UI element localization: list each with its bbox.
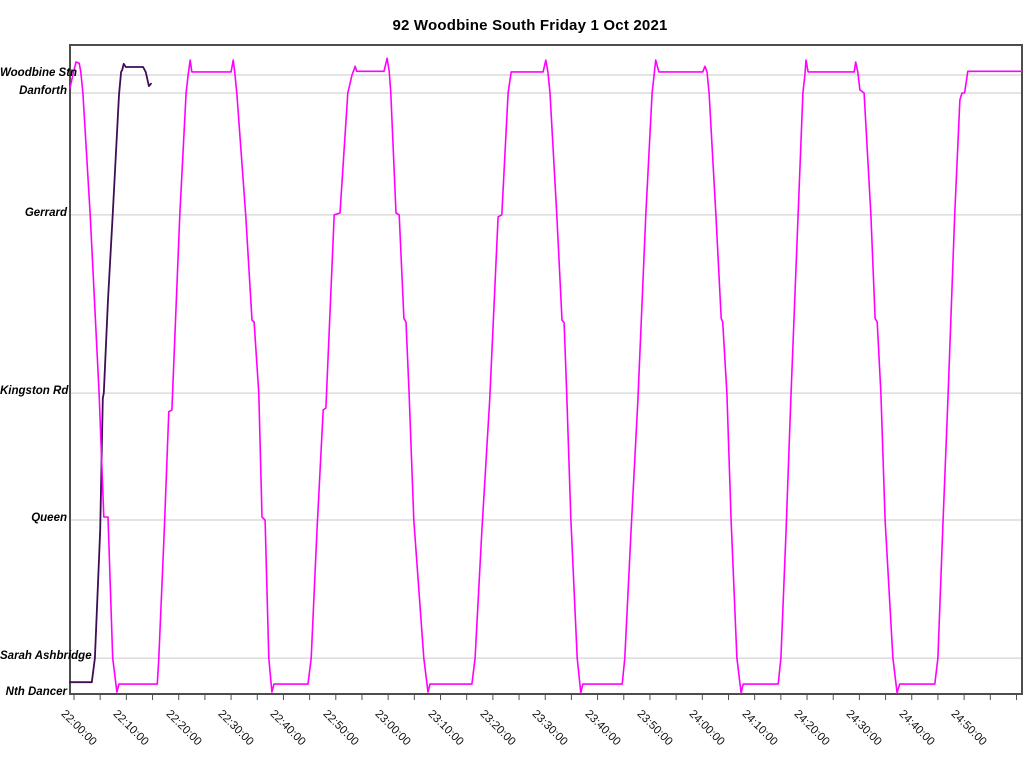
y-axis-label-woodbine-stn: Woodbine Stn (0, 67, 78, 79)
y-axis-label-nth-dancer: Nth Dancer (5, 686, 67, 698)
plot-frame (69, 44, 1023, 695)
series-line-vehicle-run-dark (69, 63, 152, 684)
chart-title: 92 Woodbine South Friday 1 Oct 2021 (392, 17, 668, 34)
series-line-vehicle-run-magenta (69, 57, 1023, 694)
y-axis-label-queen: Queen (31, 512, 67, 525)
y-axis-label-sarah-ashbridge: Sarah Ashbridge (0, 650, 92, 663)
y-axis-label-kingston-rd: Kingston Rd (0, 385, 69, 398)
y-axis-label-danforth: Danforth (19, 84, 67, 97)
y-axis-label-gerrard: Gerrard (24, 206, 67, 219)
